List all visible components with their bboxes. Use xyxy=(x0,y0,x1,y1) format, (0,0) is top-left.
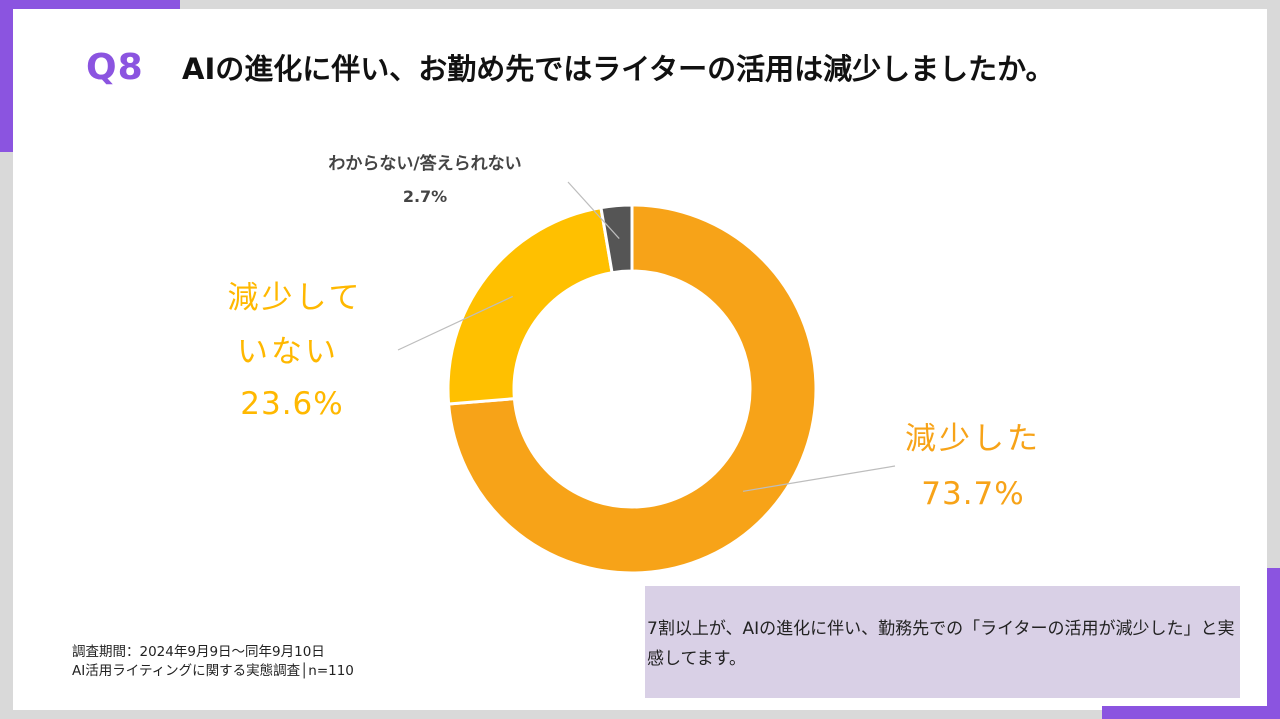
frame-accent-top-left-vertical xyxy=(0,0,13,152)
label-reduced-value: 73.7% xyxy=(921,476,1025,512)
survey-name: AI活用ライティングに関する実態調査│n=110 xyxy=(72,663,354,679)
summary-text: 7割以上が、AIの進化に伴い、勤務先での「ライターの活用が減少した」と実感してま… xyxy=(647,619,1235,669)
question-number: Q8 xyxy=(86,47,144,88)
frame-accent-top-left-horizontal xyxy=(0,0,180,9)
label-not-reduced-value: 23.6% xyxy=(240,386,344,422)
donut-slice-2 xyxy=(599,203,634,275)
donut-slice-0 xyxy=(446,203,818,575)
leader-line-1 xyxy=(397,295,513,351)
frame-accent-bottom-right-vertical xyxy=(1267,568,1280,719)
leader-line-0 xyxy=(742,465,896,492)
frame-accent-bottom-right-horizontal xyxy=(1102,706,1280,719)
label-reduced-category: 減少した xyxy=(905,421,1041,457)
label-not-reduced-line1: 減少して xyxy=(227,280,363,316)
donut-slices xyxy=(446,203,818,575)
survey-footnote: 調査期間：2024年9月9日～同年9月10日 AI活用ライティングに関する実態調… xyxy=(72,643,354,681)
donut-slice-1 xyxy=(446,205,614,406)
survey-period: 調査期間：2024年9月9日～同年9月10日 xyxy=(72,644,325,660)
leader-line-2 xyxy=(567,181,620,239)
label-not-reduced-line2: いない xyxy=(237,334,339,370)
question-title: AIの進化に伴い、お勤め先ではライターの活用は減少しましたか。 xyxy=(182,52,1055,86)
summary-box: 7割以上が、AIの進化に伴い、勤務先での「ライターの活用が減少した」と実感してま… xyxy=(645,586,1240,698)
leader-lines xyxy=(397,181,896,492)
label-unknown-value: 2.7% xyxy=(402,187,448,206)
label-unknown-category: わからない/答えられない xyxy=(328,154,522,174)
